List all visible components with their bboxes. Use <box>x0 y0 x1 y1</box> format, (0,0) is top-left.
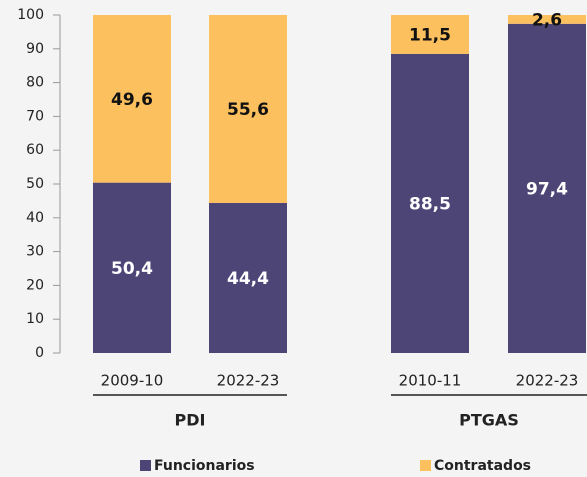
value-label: 44,4 <box>227 269 269 289</box>
value-label: 97,4 <box>526 179 568 199</box>
value-label: 55,6 <box>227 100 269 120</box>
value-label: 11,5 <box>409 25 451 45</box>
y-tick-label: 70 <box>26 108 44 124</box>
value-label: 49,6 <box>111 90 153 110</box>
y-tick-label: 50 <box>26 176 44 192</box>
legend-label: Funcionarios <box>154 458 255 474</box>
y-tick-label: 10 <box>26 311 44 327</box>
y-tick-label: 60 <box>26 142 44 158</box>
bar-segment <box>209 15 287 203</box>
bar-segment <box>391 15 469 54</box>
value-label: 88,5 <box>409 194 451 214</box>
bar-segment <box>508 15 586 24</box>
bar-segment <box>508 23 586 354</box>
x-tick-label: 2022-23 <box>217 372 280 390</box>
legend-swatch <box>420 460 431 471</box>
group-label: PTGAS <box>459 411 519 430</box>
x-tick-label: 2009-10 <box>101 372 164 390</box>
legend-swatch <box>140 460 151 471</box>
y-tick-label: 80 <box>26 75 44 91</box>
bar-segment <box>93 15 171 183</box>
value-label: 50,4 <box>111 259 153 279</box>
legend-label: Contratados <box>434 458 531 474</box>
x-tick-label: 2010-11 <box>399 372 462 390</box>
value-label: 2,6 <box>532 10 562 30</box>
bar-segment <box>391 53 469 354</box>
x-tick-label: 2022-23 <box>516 372 579 390</box>
y-tick-label: 30 <box>26 244 44 260</box>
y-tick-label: 20 <box>26 277 44 293</box>
bar-segment <box>209 202 287 353</box>
y-tick-label: 40 <box>26 210 44 226</box>
y-tick-label: 0 <box>35 345 44 361</box>
bar-segment <box>93 182 171 353</box>
y-tick-label: 90 <box>26 41 44 57</box>
y-tick-label: 100 <box>17 7 44 23</box>
group-label: PDI <box>175 411 206 430</box>
